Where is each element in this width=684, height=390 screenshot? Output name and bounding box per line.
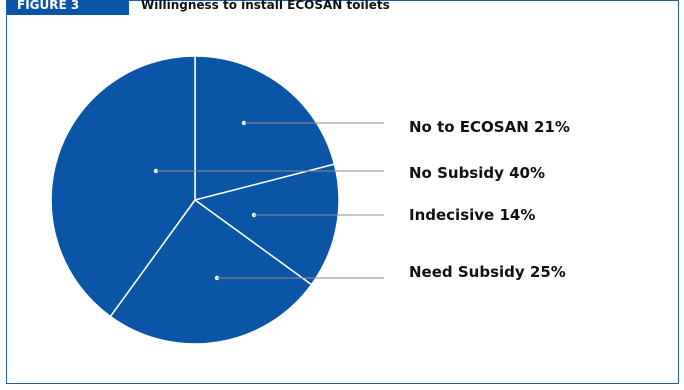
data-label-no-to-ecosan: No to ECOSAN 21%: [409, 118, 570, 136]
data-label-need-subsidy: Need Subsidy 25%: [409, 263, 566, 281]
figure-header: FIGURE 3 Willingness to install ECOSAN t…: [7, 0, 678, 15]
figure-title: Willingness to install ECOSAN toilets: [141, 0, 390, 12]
pie-slice-need-subsidy: [109, 198, 313, 345]
pie-slice-no-to-ecosan: [194, 55, 336, 201]
pie-slice-no-subsidy: [50, 55, 196, 318]
data-label-no-subsidy: No Subsidy 40%: [409, 164, 545, 182]
data-label-indecisive: Indecisive 14%: [409, 206, 535, 224]
figure-tag: FIGURE 3: [7, 0, 129, 15]
